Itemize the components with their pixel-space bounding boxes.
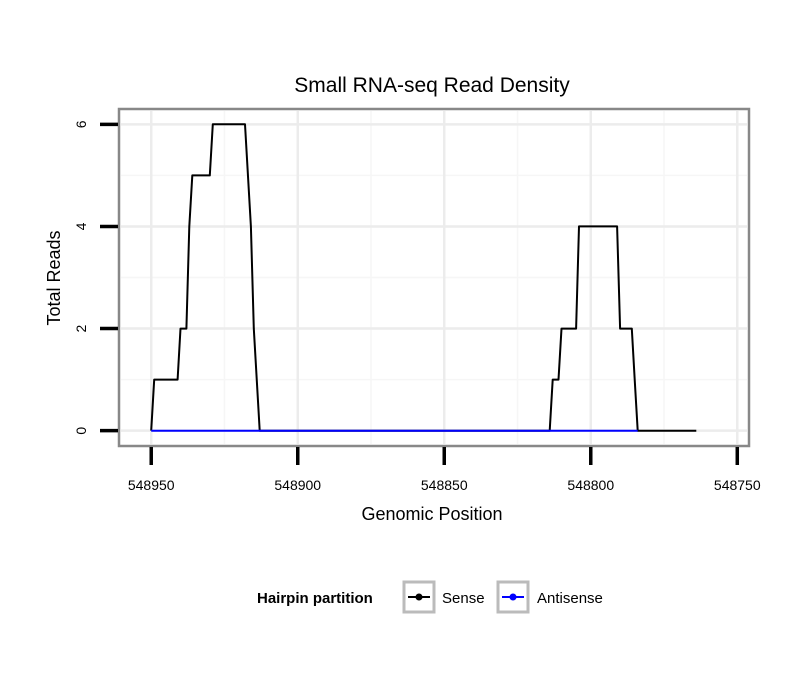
- x-tick-label: 548850: [421, 477, 468, 493]
- x-tick-label: 548800: [567, 477, 614, 493]
- y-axis-ticks: 0 2 4 6: [73, 120, 118, 435]
- legend-label-antisense: Antisense: [537, 590, 603, 607]
- y-tick-label: 6: [73, 120, 89, 128]
- legend-label-sense: Sense: [442, 590, 485, 607]
- x-axis-label: Genomic Position: [361, 504, 502, 524]
- legend: Hairpin partition Sense Antisense: [257, 580, 603, 614]
- x-tick-label: 548900: [274, 477, 321, 493]
- legend-point-antisense: [509, 593, 517, 601]
- legend-title: Hairpin partition: [257, 590, 373, 607]
- x-tick-label: 548950: [128, 477, 175, 493]
- chart-title: Small RNA-seq Read Density: [294, 74, 570, 97]
- y-tick-label: 0: [73, 427, 89, 435]
- x-axis-ticks: 548950 548900 548850 548800 548750: [128, 447, 761, 493]
- y-tick-label: 4: [73, 222, 89, 230]
- y-tick-label: 2: [73, 324, 89, 332]
- x-tick-label: 548750: [714, 477, 761, 493]
- series-lines: [150, 123, 697, 432]
- legend-point-sense: [415, 593, 423, 601]
- y-axis-label: Total Reads: [44, 230, 64, 325]
